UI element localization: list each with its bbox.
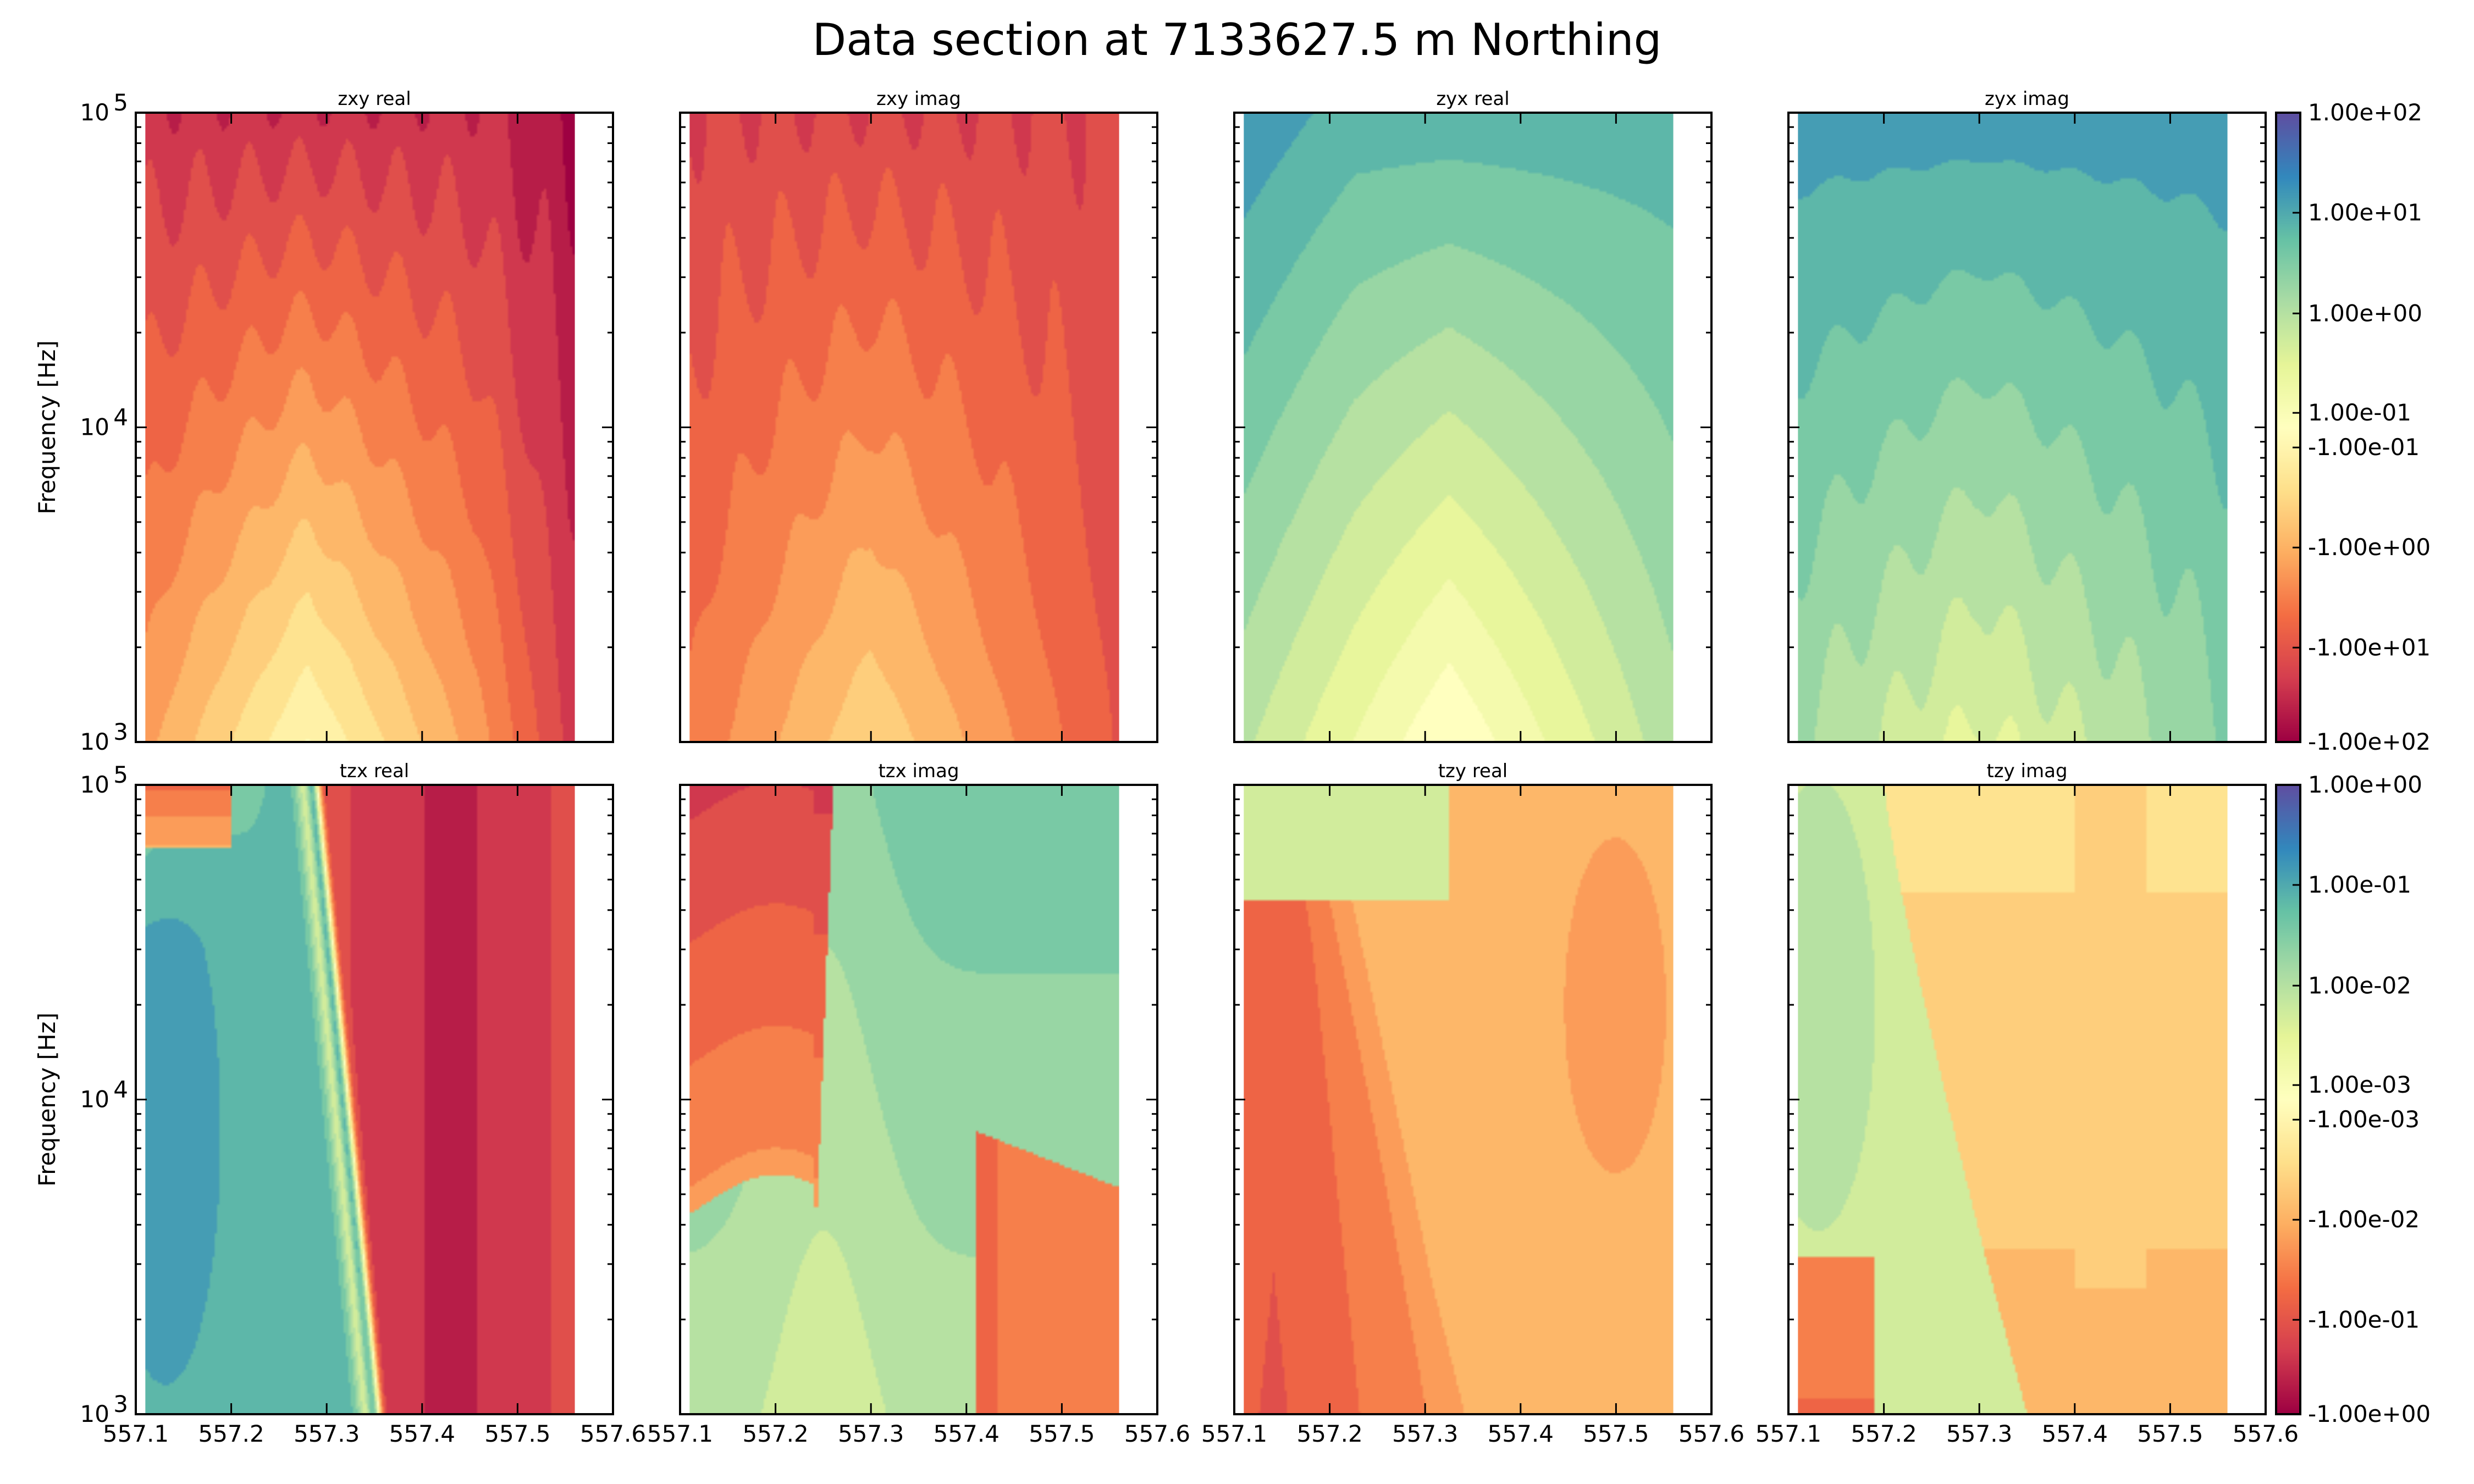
- colorbar-tick-label: -1.00e+02: [2308, 728, 2431, 755]
- x-tick-label: 557.5: [1583, 1420, 1649, 1447]
- x-tick-label: 557.1: [1755, 1420, 1821, 1447]
- colorbar-frame: [2275, 112, 2301, 743]
- panel-tzx-real: tzx real 557.1 557.2 557.3 557.4 557.5 557.6 10…: [34, 760, 646, 1447]
- colorbar-row-0: 1.00e+02 1.00e+01 1.00e+00 1.00e-01 -1.00e-0…: [2275, 99, 2431, 755]
- colorbar-tick-label: 1.00e+01: [2308, 199, 2422, 226]
- y-tick-label: 10: [80, 414, 109, 441]
- x-tick-label: 557.4: [389, 1420, 455, 1447]
- x-tick-label: 557.1: [103, 1420, 169, 1447]
- colorbar-tick-label: -1.00e-02: [2308, 1206, 2420, 1233]
- x-tick-label: 557.1: [647, 1420, 713, 1447]
- x-tick-label: 557.2: [742, 1420, 808, 1447]
- heatmap-image: [1244, 785, 1674, 1414]
- y-tick-label: 10: [80, 771, 109, 798]
- colorbar-tick-label: 1.00e-03: [2308, 1071, 2411, 1098]
- colorbar-gradient: [2276, 113, 2300, 742]
- colorbar-tick-label: -1.00e+00: [2308, 1400, 2431, 1427]
- colorbar-tick-label: -1.00e-03: [2308, 1106, 2420, 1133]
- x-tick-label: 557.6: [1124, 1420, 1190, 1447]
- y-axis-label: Frequency [Hz]: [34, 340, 60, 514]
- colorbar-gradient: [2276, 785, 2300, 1414]
- y-tick-exponent: 3: [113, 718, 128, 745]
- heatmap-image: [145, 785, 575, 1414]
- x-tick-label: 557.6: [580, 1420, 646, 1447]
- panel-tzy-real: tzy real 557.1 557.2 557.3 557.4 557.5 557.6: [1201, 760, 1744, 1447]
- y-tick-exponent: 5: [113, 89, 128, 116]
- panel-zyx-imag: zyx imag: [1787, 88, 2267, 743]
- x-tick-label: 557.4: [934, 1420, 999, 1447]
- x-tick-label: 557.5: [2137, 1420, 2203, 1447]
- colorbar-tick-label: 1.00e+00: [2308, 300, 2422, 326]
- colorbar-tick-label: 1.00e-01: [2308, 871, 2411, 898]
- panel-title: tzx imag: [878, 760, 959, 782]
- panel-title: zyx imag: [1985, 88, 2069, 110]
- y-tick-exponent: 5: [113, 761, 128, 788]
- panel-title: tzx real: [340, 760, 410, 782]
- x-tick-label: 557.2: [1851, 1420, 1917, 1447]
- panel-title: zxy imag: [876, 88, 961, 110]
- panel-tzy-imag: tzy imag 557.1 557.2 557.3 557.4 557.5 557.6: [1755, 760, 2299, 1447]
- panel-zyx-real: zyx real: [1233, 88, 1713, 743]
- colorbar-tick-label: 1.00e+00: [2308, 771, 2422, 798]
- heatmap-image: [145, 113, 575, 742]
- colorbar-tick-label: -1.00e+01: [2308, 634, 2431, 661]
- x-tick-label: 557.3: [294, 1420, 360, 1447]
- colorbar-row-1: 1.00e+00 1.00e-01 1.00e-02 1.00e-03 -1.00e-0…: [2275, 771, 2431, 1427]
- colorbar-frame: [2275, 784, 2301, 1415]
- y-tick-exponent: 3: [113, 1391, 128, 1417]
- x-tick-label: 557.6: [1678, 1420, 1744, 1447]
- panel-title: tzy imag: [1986, 760, 2067, 782]
- colorbar-tick-label: -1.00e-01: [2308, 1306, 2420, 1333]
- x-tick-label: 557.3: [838, 1420, 904, 1447]
- panel-title: tzy real: [1438, 760, 1508, 782]
- y-tick-label: 10: [80, 1086, 109, 1113]
- y-tick-label: 10: [80, 728, 109, 755]
- heatmap-image: [1244, 113, 1674, 742]
- x-tick-label: 557.4: [1488, 1420, 1554, 1447]
- x-tick-label: 557.2: [1296, 1420, 1362, 1447]
- colorbars: 1.00e+02 1.00e+01 1.00e+00 1.00e-01 -1.00e-0…: [2275, 99, 2431, 1427]
- y-tick-exponent: 4: [113, 1076, 128, 1103]
- y-tick-label: 10: [80, 99, 109, 126]
- heatmap-image: [689, 785, 1119, 1414]
- y-tick-label: 10: [80, 1400, 109, 1427]
- heatmap-image: [1798, 113, 2228, 742]
- y-tick-exponent: 4: [113, 404, 128, 431]
- x-tick-label: 557.3: [1946, 1420, 2012, 1447]
- x-tick-label: 557.5: [484, 1420, 550, 1447]
- x-tick-label: 557.2: [198, 1420, 264, 1447]
- colorbar-tick-label: -1.00e-01: [2308, 434, 2420, 461]
- y-axis-label: Frequency [Hz]: [34, 1012, 60, 1187]
- colorbar-tick-label: -1.00e+00: [2308, 534, 2431, 561]
- heatmap-image: [689, 113, 1119, 742]
- x-tick-label: 557.5: [1029, 1420, 1095, 1447]
- panel-tzx-imag: tzx imag 557.1 557.2 557.3 557.4 557.5 557.6: [647, 760, 1190, 1447]
- colorbar-tick-label: 1.00e-02: [2308, 972, 2411, 999]
- figure-title: Data section at 7133627.5 m Northing: [813, 14, 1662, 65]
- x-tick-label: 557.3: [1392, 1420, 1458, 1447]
- heatmap-image: [1798, 785, 2228, 1414]
- x-tick-label: 557.6: [2233, 1420, 2299, 1447]
- x-tick-label: 557.4: [2042, 1420, 2108, 1447]
- colorbar-tick-label: 1.00e-01: [2308, 399, 2411, 426]
- colorbar-tick-label: 1.00e+02: [2308, 99, 2422, 126]
- panel-zxy-imag: zxy imag: [679, 88, 1158, 743]
- panel-title: zxy real: [338, 88, 411, 110]
- x-tick-label: 557.1: [1201, 1420, 1267, 1447]
- panel-title: zyx real: [1436, 88, 1509, 110]
